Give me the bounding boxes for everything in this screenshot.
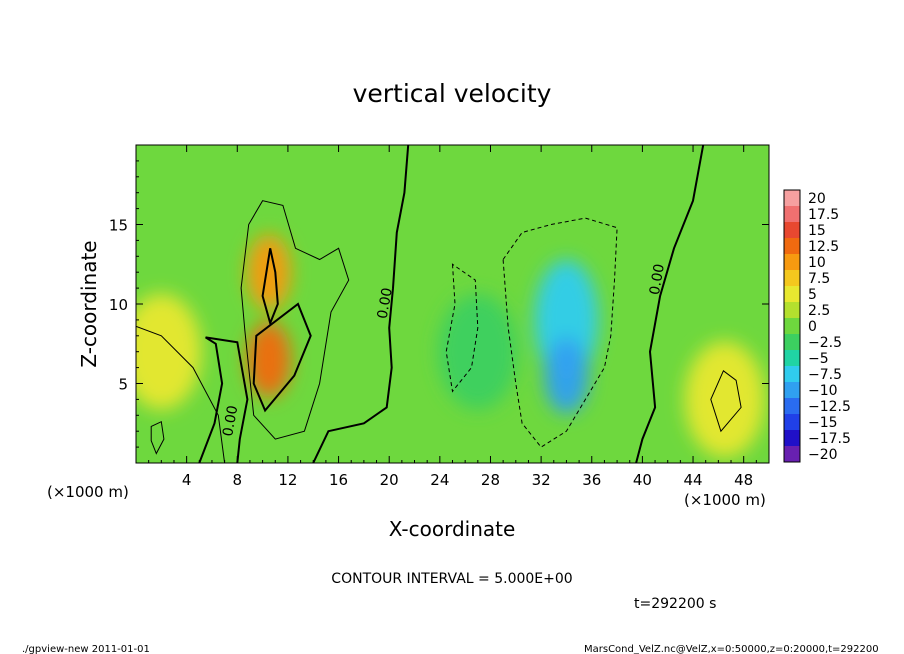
contour-line (261, 248, 279, 327)
x-tick-label: 4 (182, 471, 192, 489)
colorbar-label: −20 (808, 447, 838, 463)
y-tick-label: 5 (118, 376, 128, 394)
colorbar-label: −15 (808, 415, 838, 431)
field-patch (246, 321, 291, 398)
contour-line (635, 145, 705, 463)
colorbar-swatch (784, 190, 800, 207)
x-tick-label: 28 (481, 471, 500, 489)
colorbar-swatch (784, 286, 800, 303)
contour-value-label: 0.00 (647, 263, 668, 296)
colorbar-label: −5 (808, 351, 829, 367)
field-patch (684, 341, 765, 458)
x-unit-right: (×1000 m) (684, 491, 766, 509)
field-patch (136, 293, 202, 410)
colorbar-swatch (784, 318, 800, 335)
x-axis: 4 8 12 16 20 24 28 32 36 40 44 48 (148, 145, 757, 489)
contour-line (312, 145, 410, 463)
contour-lines (136, 145, 742, 463)
x-tick-label: 12 (278, 471, 297, 489)
plot-background (136, 145, 769, 463)
footer-left: ./gpview-new 2011-01-01 (22, 644, 150, 654)
contour-line (252, 302, 312, 413)
x-tick-label: 40 (633, 471, 652, 489)
x-tick-label: 48 (734, 471, 753, 489)
x-tick-label: 16 (329, 471, 348, 489)
contour-line (150, 420, 165, 455)
colorbar: 2017.51512.5107.552.50−2.5−5−7.5−10−12.5… (783, 189, 851, 463)
x-tick-label: 36 (582, 471, 601, 489)
colorbar-swatch (784, 334, 800, 351)
colorbar-swatch (784, 446, 800, 463)
contour-labels: 0.00 0.00 0.00 (220, 263, 668, 438)
colorbar-label: 0 (808, 319, 817, 335)
contour-interval: CONTOUR INTERVAL = 5.000E+00 (331, 571, 572, 587)
colorbar-label: −17.5 (808, 431, 851, 447)
colorbar-label: 2.5 (808, 303, 830, 319)
contour-value-label: 0.00 (375, 287, 396, 320)
y-tick-label: 15 (109, 217, 128, 235)
colorbar-label: 10 (808, 255, 826, 271)
contour-line (136, 325, 226, 463)
contour-line (445, 263, 479, 393)
x-tick-label: 24 (430, 471, 449, 489)
footer-right: MarsCond_VelZ.nc@VelZ,x=0:50000,z=0:2000… (584, 644, 879, 654)
y-axis-label: Z-coordinate (77, 240, 101, 367)
colorbar-label: 20 (808, 191, 826, 207)
colorbar-label: 7.5 (808, 271, 830, 287)
contour-line (240, 200, 350, 440)
x-unit-left: (×1000 m) (47, 483, 129, 501)
colorbar-swatch (784, 414, 800, 431)
colorbar-label: −2.5 (808, 335, 842, 351)
field-shading (136, 234, 765, 458)
colorbar-label: −10 (808, 383, 838, 399)
y-tick-label: 10 (109, 296, 128, 314)
colorbar-swatch (784, 222, 800, 239)
colorbar-swatch (784, 430, 800, 447)
colorbar-swatch (784, 206, 800, 223)
colorbar-swatch (784, 366, 800, 383)
colorbar-swatch (784, 270, 800, 287)
colorbar-swatch (784, 238, 800, 255)
x-tick-label: 8 (233, 471, 243, 489)
colorbar-swatch (784, 350, 800, 367)
plot-area (136, 145, 769, 463)
colorbar-swatch (784, 254, 800, 271)
x-tick-label: 44 (683, 471, 702, 489)
chart-title: vertical velocity (353, 79, 552, 108)
colorbar-label: 12.5 (808, 239, 839, 255)
colorbar-swatch (784, 382, 800, 399)
colorbar-label: 15 (808, 223, 826, 239)
contour-value-label: 0.00 (220, 404, 241, 437)
colorbar-frame (783, 189, 801, 463)
colorbar-label: −7.5 (808, 367, 842, 383)
x-axis-label: X-coordinate (389, 517, 516, 541)
field-patch (437, 293, 518, 410)
colorbar-label: 17.5 (808, 207, 839, 223)
contour-line (710, 370, 742, 433)
colorbar-label: 5 (808, 287, 817, 303)
time-label: t=292200 s (634, 596, 716, 612)
colorbar-label: −12.5 (808, 399, 851, 415)
y-axis: 5 10 15 (109, 160, 769, 448)
colorbar-swatch (784, 302, 800, 319)
contour-line (198, 336, 249, 463)
field-patch (246, 234, 291, 311)
field-patch (544, 337, 589, 414)
x-tick-label: 20 (380, 471, 399, 489)
colorbar-swatch (784, 398, 800, 415)
x-tick-label: 32 (532, 471, 551, 489)
